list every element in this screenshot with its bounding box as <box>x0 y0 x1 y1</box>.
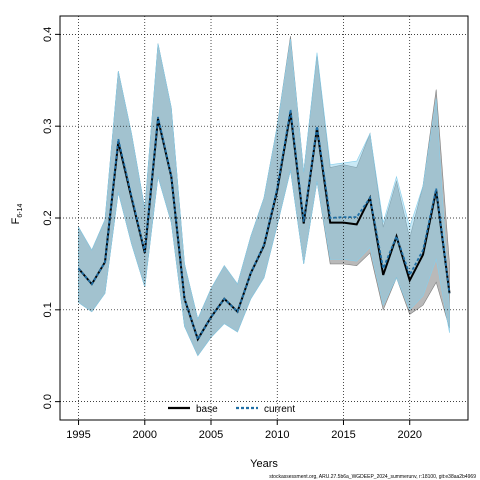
y-tick-label-0: 0.0 <box>42 394 54 409</box>
band-current <box>78 38 450 357</box>
line-current <box>77 109 451 342</box>
confidence-bands <box>78 36 450 357</box>
legend: base current <box>168 404 295 415</box>
x-tick-label-2000: 2000 <box>133 429 157 441</box>
x-tick-label-2015: 2015 <box>331 429 355 441</box>
series-lines <box>77 109 451 342</box>
y-axis-title: F6-14 <box>10 204 24 225</box>
footer-credit: stockassessment.org, ARU.27.5b6a_WGDEEP_… <box>269 474 476 480</box>
x-tick-label-2020: 2020 <box>397 429 421 441</box>
y-axis: 0.0 0.1 0.2 0.3 0.4 <box>42 27 60 409</box>
y-axis-title-main: F <box>10 217 22 224</box>
x-tick-label-1995: 1995 <box>66 429 90 441</box>
legend-current-label: current <box>264 404 295 415</box>
y-axis-title-sub: 6-14 <box>17 204 24 218</box>
x-axis: 1995 2000 2005 2010 2015 2020 <box>66 420 422 441</box>
y-tick-label-0.2: 0.2 <box>42 210 54 225</box>
grid-lines <box>60 16 468 420</box>
y-tick-label-0.4: 0.4 <box>42 27 54 42</box>
svg-text:F6-14: F6-14 <box>10 204 24 225</box>
legend-base-label: base <box>196 404 218 415</box>
y-tick-label-0.3: 0.3 <box>42 119 54 134</box>
x-tick-label-2005: 2005 <box>199 429 223 441</box>
x-tick-label-2010: 2010 <box>265 429 289 441</box>
x-axis-title: Years <box>250 458 278 470</box>
y-tick-label-0.1: 0.1 <box>42 302 54 317</box>
